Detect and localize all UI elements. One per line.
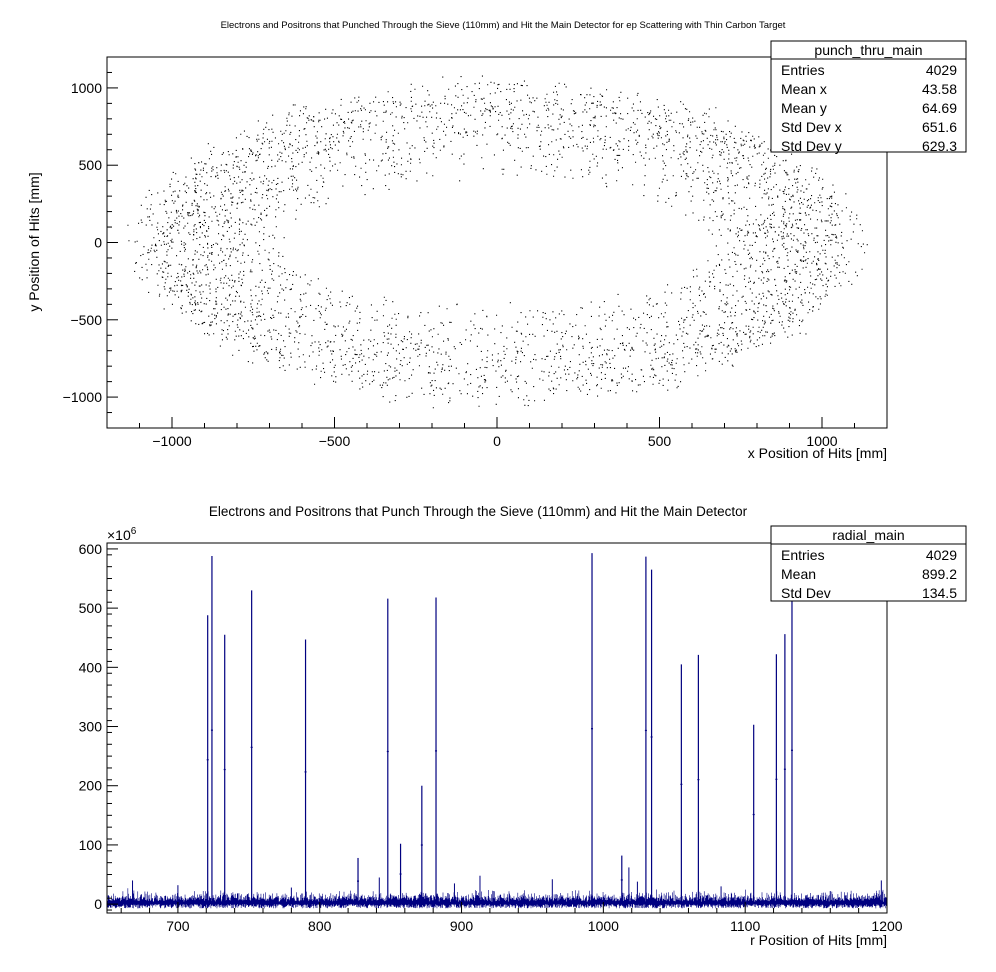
histogram-spike-marker: [223, 768, 226, 771]
scatter-y-tick-label: −500: [70, 312, 102, 328]
scatter-stats-rows: Entries 4029 Mean x 43.58 Mean y 64.69 Std Dev…: [781, 62, 957, 154]
scatter-stats-label: Mean x: [781, 81, 827, 97]
histogram-spike-marker: [386, 750, 389, 753]
scatter-x-ticks: −1000 −500 0 500 1000: [106, 417, 888, 449]
scatter-stats-value: 43.58: [922, 81, 957, 97]
histogram-stats-label: Entries: [781, 547, 825, 563]
scatter-y-axis-label: y Position of Hits [mm]: [26, 172, 42, 311]
scatter-x-tick-label: 500: [648, 433, 672, 449]
histogram-spike-marker: [650, 736, 653, 738]
scatter-stats-value: 4029: [926, 62, 957, 78]
histogram-stats-frame: [770, 525, 967, 602]
scatter-point-cloud: [127, 75, 868, 409]
histogram-spike-marker: [697, 779, 700, 781]
histogram-y-tick-label: 200: [79, 778, 103, 794]
histogram-spike-marker: [783, 768, 786, 770]
histogram-stats-value: 134.5: [922, 585, 957, 601]
histogram-spike-marker: [680, 783, 683, 785]
histogram-stats-label: Std Dev: [781, 585, 831, 601]
scatter-stats-value: 651.6: [922, 119, 957, 135]
histogram-x-tick-label: 1000: [588, 918, 619, 934]
scatter-x-tick-label: 0: [493, 433, 501, 449]
scatter-stats-title: punch_thru_main: [814, 42, 922, 58]
histogram-stats-rows: Entries 4029 Mean 899.2 Std Dev 134.5: [781, 547, 957, 601]
histogram-panel: Electrons and Positrons that Punch Throu…: [79, 504, 967, 948]
histogram-plot-frame: [106, 542, 888, 914]
histogram-spike-marker: [591, 728, 594, 730]
histogram-spike-marker: [250, 746, 253, 748]
histogram-spike-marker: [790, 749, 793, 751]
histogram-spike-marker: [357, 880, 360, 882]
scatter-y-tick-label: −1000: [63, 389, 103, 405]
histogram-y-tick-label: 100: [79, 837, 103, 853]
histogram-title: Electrons and Positrons that Punch Throu…: [209, 504, 748, 519]
histogram-x-tick-label: 1200: [871, 918, 902, 934]
histogram-stats-title: radial_main: [832, 527, 904, 543]
scatter-y-ticks: −1000 −500 0 500 1000: [63, 71, 118, 414]
histogram-y-tick-label: 500: [79, 600, 103, 616]
histogram-spike-marker: [304, 771, 307, 773]
histogram-spike-marker: [206, 759, 209, 761]
scatter-stats-value: 64.69: [922, 100, 957, 116]
scatter-stats-box: punch_thru_main Entries 4029 Mean x 43.58 Me…: [770, 40, 967, 154]
scatter-title: Electrons and Positrons that Punched Thr…: [221, 20, 786, 31]
scatter-panel: Electrons and Positrons that Punched Thr…: [26, 20, 967, 461]
histogram-x-tick-label: 800: [308, 918, 332, 934]
histogram-spike-marker: [752, 813, 755, 816]
histogram-x-tick-label: 900: [450, 918, 474, 934]
histogram-x-tick-label: 700: [166, 918, 190, 934]
histogram-spike-marker: [435, 750, 438, 752]
scatter-stats-label: Entries: [781, 62, 825, 78]
scatter-x-axis-label: x Position of Hits [mm]: [748, 445, 887, 461]
histogram-spike-marker: [399, 873, 402, 875]
scatter-stats-label: Std Dev y: [781, 138, 842, 154]
scatter-x-tick-label: −500: [319, 433, 351, 449]
scatter-y-tick-label: 0: [94, 235, 102, 251]
histogram-y-tick-label: 600: [79, 541, 103, 557]
scatter-x-tick-label: 1000: [806, 433, 837, 449]
histogram-spike-marker: [644, 729, 647, 732]
histogram-y-tick-label: 300: [79, 719, 103, 735]
histogram-spike-marker: [420, 844, 423, 846]
scatter-y-tick-label: 500: [79, 157, 103, 173]
histogram-stats-value: 899.2: [922, 566, 957, 582]
histogram-x-axis-label: r Position of Hits [mm]: [750, 932, 887, 948]
histogram-stats-value: 4029: [926, 547, 957, 563]
histogram-y-multiplier: ×106: [107, 526, 137, 543]
histogram-y-ticks: 0 100 200 300 400 500 600: [79, 541, 118, 912]
histogram-stats-box: radial_main Entries 4029 Mean 899.2 Std Dev 1…: [770, 525, 967, 602]
histogram-x-ticks: 700 800 900 1000 1100 1200: [120, 902, 903, 934]
scatter-y-tick-label: 1000: [71, 80, 102, 96]
histogram-bars: [107, 553, 888, 909]
histogram-y-tick-label: 0: [94, 896, 102, 912]
histogram-x-tick-label: 1100: [730, 918, 760, 934]
scatter-points: [127, 75, 868, 409]
scatter-stats-label: Std Dev x: [781, 119, 842, 135]
histogram-spike-marker: [620, 879, 623, 881]
scatter-plot-frame: [106, 56, 888, 429]
histogram-stats-label: Mean: [781, 566, 816, 582]
scatter-x-tick-label: −1000: [152, 433, 192, 449]
histogram-spike-marker: [775, 778, 778, 780]
scatter-stats-label: Mean y: [781, 100, 827, 116]
histogram-spike-marker: [210, 729, 213, 731]
histogram-y-tick-label: 400: [79, 659, 103, 675]
scatter-stats-value: 629.3: [922, 138, 957, 154]
